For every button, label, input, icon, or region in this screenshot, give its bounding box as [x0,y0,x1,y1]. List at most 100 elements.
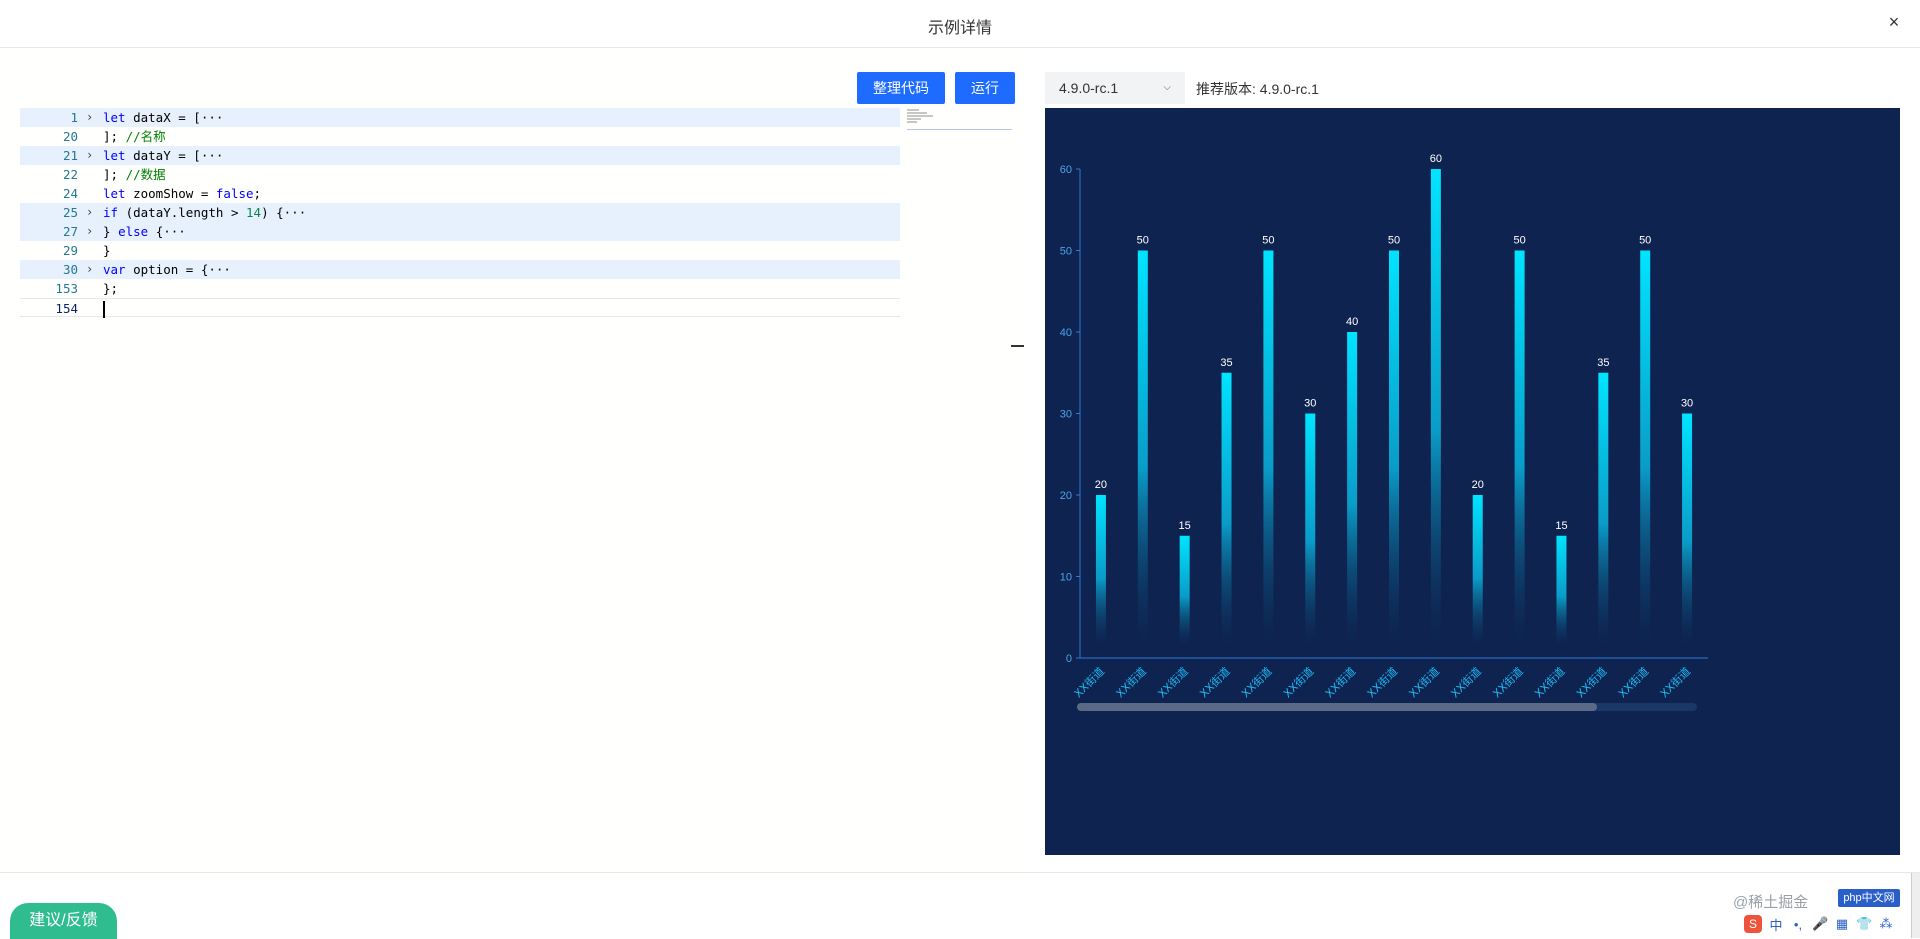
y-tick-label: 10 [1060,572,1072,584]
x-tick-label: XX街道 [1071,664,1107,700]
code-text: ]; //数据 [103,165,166,184]
footer-bar: 建议/反馈 @稀土掘金 php中文网 S 中 •, 🎤 ▦ 👕 ⁂ [0,872,1920,939]
editor-minimap[interactable] [907,108,1012,130]
bar-data-label: 40 [1346,316,1358,328]
pane-splitter-handle[interactable] [1011,345,1024,347]
bar [1682,413,1693,646]
code-token: if [103,205,119,220]
code-line[interactable]: 1 › let dataX = [··· [20,108,900,127]
code-token: let [103,186,126,201]
code-line[interactable]: 30 › var option = {··· [20,260,900,279]
bar-data-label: 35 [1597,357,1609,369]
line-number: 1 [70,110,78,125]
fold-chevron-icon[interactable]: › [86,205,94,219]
x-tick-label: XX街道 [1490,664,1526,700]
code-line[interactable]: 22]; //数据 [20,165,900,184]
line-number: 21 [62,148,78,163]
bar [1137,250,1148,646]
code-token: //数据 [125,167,166,182]
window-edge [1911,873,1920,938]
y-tick-label: 40 [1060,327,1072,339]
line-number: 153 [55,281,78,296]
ime-more-icon[interactable]: ⁂ [1879,916,1893,931]
code-token: (dataY.length > [118,205,246,220]
bar-data-label: 30 [1681,398,1693,410]
code-line[interactable]: 21 › let dataY = [··· [20,146,900,165]
x-tick-label: XX街道 [1531,664,1567,700]
bar [1472,495,1483,646]
x-tick-label: XX街道 [1197,664,1233,700]
code-text: let dataY = [··· [103,146,223,165]
y-tick-label: 30 [1060,409,1072,421]
ime-mic-icon[interactable]: 🎤 [1812,916,1829,931]
bar [1221,372,1232,646]
line-number: 30 [62,262,78,277]
code-line[interactable]: 24 let zoomShow = false; [20,184,900,203]
code-token: var [103,262,126,277]
code-token: ··· [283,205,307,220]
bar [1347,332,1358,646]
code-text: ]; //名称 [103,127,166,146]
bar-data-label: 35 [1220,357,1232,369]
datazoom-handle[interactable] [1077,703,1597,711]
code-token: } [103,243,111,258]
code-text: if (dataY.length > 14) {··· [103,203,306,222]
line-number: 24 [62,186,78,201]
run-button[interactable]: 运行 [955,72,1015,104]
bar-data-label: 15 [1555,520,1567,532]
dialog-header: 示例详情 × [0,0,1920,48]
chevron-down-icon: ⌵ [1163,82,1171,93]
text-cursor [103,301,105,318]
code-token: false [215,186,254,201]
bar-data-label: 50 [1639,235,1651,247]
code-token: 14 [246,205,262,220]
bar [1514,250,1525,646]
code-editor[interactable]: 1 › let dataX = [··· 20]; //名称 21 › let dataY … [20,108,900,318]
x-tick-label: XX街道 [1657,664,1693,700]
ime-keyboard-icon[interactable]: ▦ [1835,916,1849,931]
bar [1389,250,1399,646]
x-tick-label: XX街道 [1364,664,1400,700]
bar [1179,535,1190,646]
code-line[interactable]: 153}; [20,279,900,298]
code-token: let [103,110,126,125]
code-line[interactable]: 20]; //名称 [20,127,900,146]
watermark-badge: php中文网 [1838,889,1900,907]
ime-punct-icon[interactable]: •, [1793,916,1803,932]
feedback-button[interactable]: 建议/反馈 [10,903,117,939]
fold-chevron-icon[interactable]: › [86,262,94,276]
code-token: dataX = [ [125,110,201,125]
fold-chevron-icon[interactable]: › [86,224,94,238]
code-line[interactable]: 29} [20,241,900,260]
ime-toolbar[interactable]: S 中 •, 🎤 ▦ 👕 ⁂ [1740,913,1920,935]
code-token: //名称 [125,129,166,144]
bar [1095,495,1106,646]
code-token: ··· [200,110,224,125]
fold-chevron-icon[interactable]: › [86,110,94,124]
bar-chart: 0 10 20 30 40 50 60 20 XX街道 50 XX街道 15 XX街道 35 XX街道 50 X… [1060,153,1708,711]
bar [1263,250,1274,646]
code-token: ; [253,186,262,201]
code-line[interactable]: 154 [20,298,900,318]
code-token: option = { [125,262,209,277]
line-number: 29 [62,243,78,258]
ime-chinese-icon[interactable]: 中 [1769,917,1783,933]
format-code-button[interactable]: 整理代码 [857,72,945,104]
ime-logo-icon[interactable]: S [1744,915,1762,933]
code-line[interactable]: 27 ›} else {··· [20,222,900,241]
code-line[interactable]: 25 › if (dataY.length > 14) {··· [20,203,900,222]
version-select[interactable]: 4.9.0-rc.1 ⌵ [1045,72,1185,104]
bar-data-label: 20 [1095,479,1107,491]
code-token: let [103,148,126,163]
code-token: dataY = [ [125,148,201,163]
fold-chevron-icon[interactable]: › [86,148,94,162]
bar [1640,250,1651,646]
code-token: ]; [103,129,126,144]
code-token: ··· [208,262,231,277]
ime-skin-icon[interactable]: 👕 [1856,916,1873,931]
line-number: 154 [55,301,78,316]
watermark-text: @稀土掘金 [1733,894,1809,911]
bar-data-label: 20 [1472,479,1484,491]
close-icon[interactable]: × [1888,12,1900,32]
code-token: else [118,224,149,239]
